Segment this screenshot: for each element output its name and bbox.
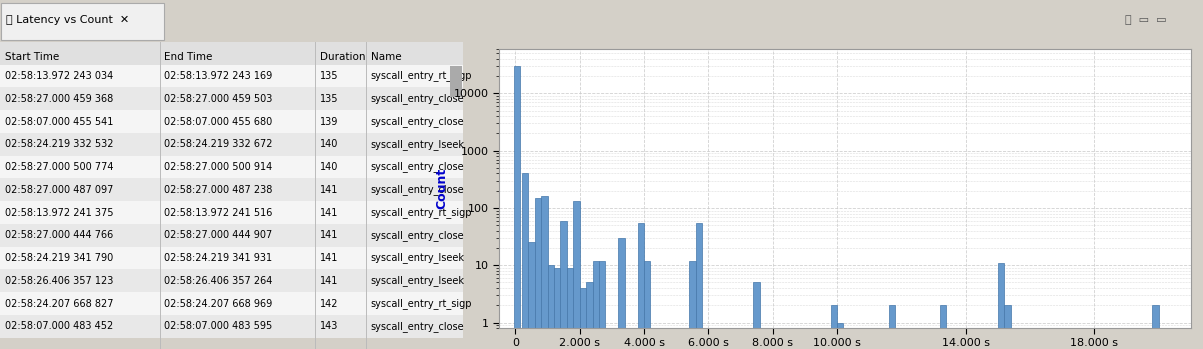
Text: 141: 141: [320, 208, 338, 217]
Text: 140: 140: [320, 139, 338, 149]
Text: syscall_entry_close: syscall_entry_close: [371, 184, 464, 195]
Bar: [644, 261, 651, 349]
Bar: [450, 66, 462, 97]
Bar: [0, 110, 463, 133]
Text: syscall_entry_lseek: syscall_entry_lseek: [371, 139, 464, 150]
Bar: [0, 224, 463, 247]
Text: 02:58:27.000 444 766: 02:58:27.000 444 766: [5, 230, 113, 240]
Text: 02:58:27.000 487 097: 02:58:27.000 487 097: [5, 185, 113, 195]
Bar: [547, 265, 553, 349]
Text: 142: 142: [320, 298, 338, 309]
Text: 141: 141: [320, 185, 338, 195]
Text: 02:58:07.000 483 452: 02:58:07.000 483 452: [5, 321, 113, 331]
Bar: [940, 305, 947, 349]
Bar: [534, 198, 541, 349]
Bar: [837, 322, 843, 349]
Bar: [889, 305, 895, 349]
Text: 02:58:26.406 357 123: 02:58:26.406 357 123: [5, 276, 113, 286]
Text: 02:58:24.219 341 790: 02:58:24.219 341 790: [5, 253, 113, 263]
Bar: [0, 201, 463, 224]
Text: 135: 135: [320, 71, 338, 81]
Bar: [541, 196, 547, 349]
Bar: [638, 223, 644, 349]
Text: 140: 140: [320, 162, 338, 172]
Text: 02:58:24.207 668 827: 02:58:24.207 668 827: [5, 298, 113, 309]
Text: 02:58:27.000 459 503: 02:58:27.000 459 503: [165, 94, 273, 104]
Bar: [695, 223, 701, 349]
Text: 02:58:07.000 455 541: 02:58:07.000 455 541: [5, 117, 113, 126]
Bar: [618, 238, 624, 349]
Text: syscall_entry_rt_sigp: syscall_entry_rt_sigp: [371, 207, 472, 218]
Bar: [1, 3, 164, 40]
Bar: [0, 87, 463, 110]
Text: syscall_entry_close: syscall_entry_close: [371, 116, 464, 127]
Text: syscall_entry_close: syscall_entry_close: [371, 321, 464, 332]
Text: syscall_entry_close: syscall_entry_close: [371, 93, 464, 104]
Y-axis label: Count: Count: [435, 168, 449, 209]
Text: syscall_entry_rt_sigp: syscall_entry_rt_sigp: [371, 298, 472, 309]
Bar: [586, 282, 593, 349]
Text: 02:58:13.972 243 034: 02:58:13.972 243 034: [5, 71, 113, 81]
Bar: [580, 288, 586, 349]
Bar: [0, 315, 463, 337]
Bar: [830, 305, 837, 349]
Bar: [0, 156, 463, 178]
Bar: [0, 42, 463, 69]
Text: 02:58:27.000 487 238: 02:58:27.000 487 238: [165, 185, 273, 195]
Text: 02:58:13.972 243 169: 02:58:13.972 243 169: [165, 71, 273, 81]
Text: End Time: End Time: [165, 52, 213, 62]
Bar: [1005, 305, 1011, 349]
Bar: [522, 173, 528, 349]
Text: 02:58:27.000 444 907: 02:58:27.000 444 907: [165, 230, 273, 240]
Text: syscall_entry_close: syscall_entry_close: [371, 162, 464, 172]
Text: Duration: Duration: [320, 52, 365, 62]
Text: 141: 141: [320, 276, 338, 286]
Bar: [0, 178, 463, 201]
Text: 02:58:24.219 332 672: 02:58:24.219 332 672: [165, 139, 273, 149]
Text: 02:58:26.406 357 264: 02:58:26.406 357 264: [165, 276, 273, 286]
Bar: [753, 282, 760, 349]
Text: 135: 135: [320, 94, 338, 104]
Bar: [0, 292, 463, 315]
Text: Start Time: Start Time: [5, 52, 59, 62]
Bar: [998, 263, 1005, 349]
Bar: [0, 269, 463, 292]
Text: 📊 Latency vs Count  ✕: 📊 Latency vs Count ✕: [6, 15, 129, 25]
Text: syscall_entry_close: syscall_entry_close: [371, 230, 464, 241]
Text: 02:58:13.972 241 375: 02:58:13.972 241 375: [5, 208, 113, 217]
Text: 02:58:07.000 455 680: 02:58:07.000 455 680: [165, 117, 273, 126]
Text: 02:58:27.000 500 774: 02:58:27.000 500 774: [5, 162, 113, 172]
Bar: [689, 261, 695, 349]
Text: syscall_entry_lseek: syscall_entry_lseek: [371, 253, 464, 263]
Bar: [514, 66, 520, 349]
Bar: [1152, 305, 1158, 349]
Text: 🔍  ▭  ▭: 🔍 ▭ ▭: [1125, 15, 1167, 25]
Bar: [567, 268, 574, 349]
Text: syscall_entry_lseek: syscall_entry_lseek: [371, 275, 464, 286]
Bar: [561, 221, 567, 349]
Text: Name: Name: [371, 52, 401, 62]
Text: 02:58:27.000 459 368: 02:58:27.000 459 368: [5, 94, 113, 104]
Text: 02:58:24.207 668 969: 02:58:24.207 668 969: [165, 298, 273, 309]
Text: 143: 143: [320, 321, 338, 331]
Bar: [553, 268, 561, 349]
Text: 02:58:07.000 483 595: 02:58:07.000 483 595: [165, 321, 273, 331]
Text: syscall_entry_rt_sigp: syscall_entry_rt_sigp: [371, 70, 472, 81]
Bar: [0, 133, 463, 156]
Text: 02:58:24.219 332 532: 02:58:24.219 332 532: [5, 139, 113, 149]
Text: 02:58:24.219 341 931: 02:58:24.219 341 931: [165, 253, 273, 263]
Bar: [528, 243, 534, 349]
Text: 141: 141: [320, 230, 338, 240]
Text: 141: 141: [320, 253, 338, 263]
Text: 02:58:27.000 500 914: 02:58:27.000 500 914: [165, 162, 273, 172]
Bar: [0, 65, 463, 87]
Bar: [0, 247, 463, 269]
Bar: [574, 201, 580, 349]
Text: 139: 139: [320, 117, 338, 126]
Bar: [593, 261, 599, 349]
Text: 02:58:13.972 241 516: 02:58:13.972 241 516: [165, 208, 273, 217]
Bar: [599, 261, 605, 349]
